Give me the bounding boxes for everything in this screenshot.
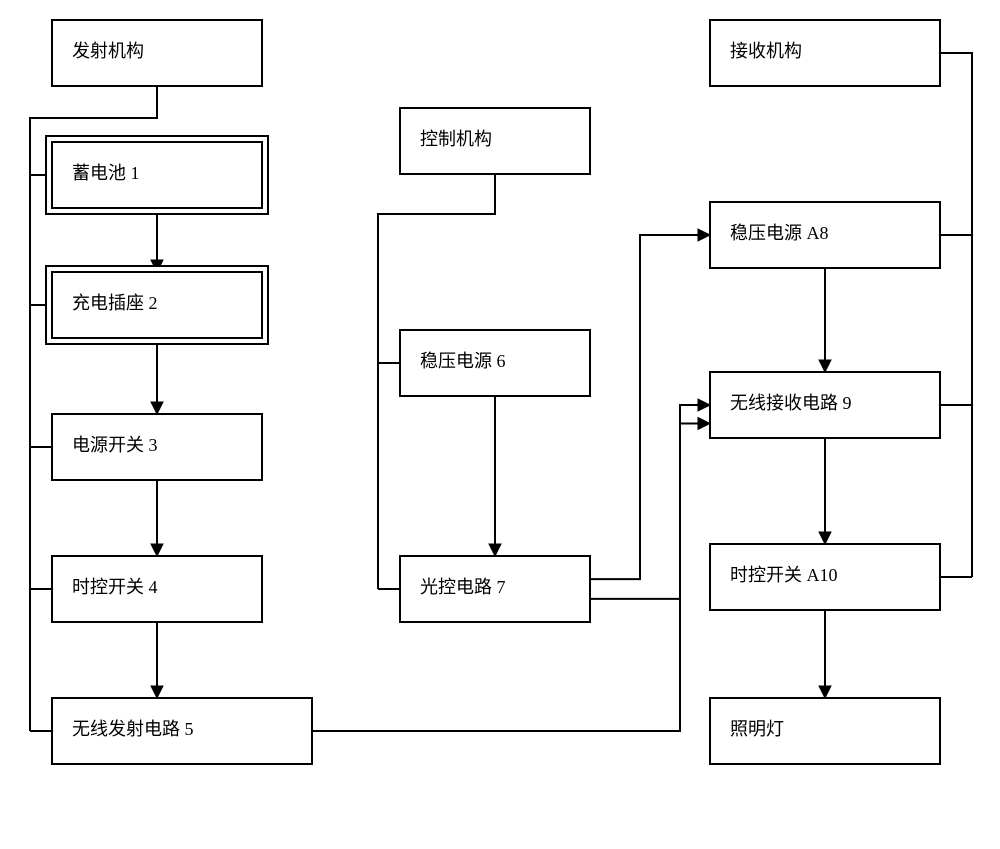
node-timesw: 时控开关 4 [52, 556, 262, 622]
flowchart-canvas: 发射机构蓄电池 1 充电插座 2 电源开关 3 时控开关 4 无线发射电路 5 控制机构稳… [0, 0, 1000, 849]
node-label: 充电插座 2 [72, 293, 158, 313]
node-label: 控制机构 [420, 129, 492, 149]
node-label: 发射机构 [72, 41, 144, 61]
node-label: 接收机构 [730, 41, 802, 61]
node-label: 稳压电源 6 [420, 351, 506, 371]
node-label: 无线接收电路 9 [730, 393, 852, 413]
node-label: 电源开关 3 [72, 435, 158, 455]
node-reg6: 稳压电源 6 [400, 330, 590, 396]
node-photo: 光控电路 7 [400, 556, 590, 622]
node-label: 稳压电源 A8 [730, 223, 829, 243]
node-rxckt: 无线接收电路 9 [710, 372, 940, 438]
node-label: 光控电路 7 [420, 577, 506, 597]
node-txckt: 无线发射电路 5 [52, 698, 312, 764]
node-reg8: 稳压电源 A8 [710, 202, 940, 268]
node-ctrl_title: 控制机构 [400, 108, 590, 174]
node-label: 蓄电池 1 [72, 163, 140, 183]
node-pwrsw: 电源开关 3 [52, 414, 262, 480]
node-label: 时控开关 4 [72, 577, 158, 597]
node-battery: 蓄电池 1 [46, 136, 268, 214]
node-tx_title: 发射机构 [52, 20, 262, 86]
node-timesw10: 时控开关 A10 [710, 544, 940, 610]
node-lamp: 照明灯 [710, 698, 940, 764]
node-label: 照明灯 [730, 719, 784, 739]
node-label: 无线发射电路 5 [72, 719, 194, 739]
node-label: 时控开关 A10 [730, 565, 838, 585]
node-socket: 充电插座 2 [46, 266, 268, 344]
node-rx_title: 接收机构 [710, 20, 940, 86]
